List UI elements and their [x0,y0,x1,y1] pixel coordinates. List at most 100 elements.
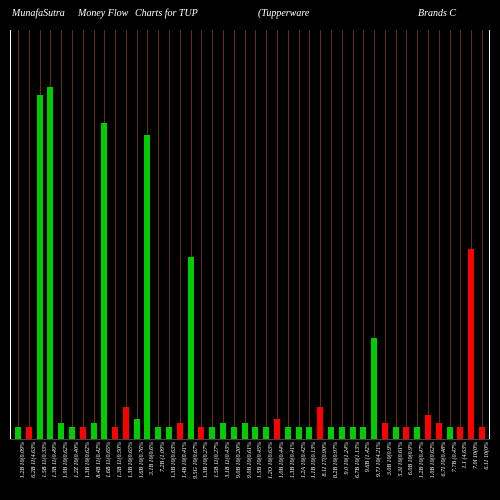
grid-line [460,30,461,439]
x-axis-label: 9.0 10(1.24% [344,442,350,475]
x-axis-label: 1.3B 11(0.49% [52,442,58,478]
bar [274,419,280,439]
bar [47,87,53,439]
x-axis-label: 8.4B 11(0.42% [96,442,102,478]
grid-line [83,30,84,439]
title-part-3: Charts for TUP [135,8,198,19]
x-axis-label: 1.3B 10(0.62% [85,442,91,478]
x-axis-label: 5.3I 10(0.61% [398,442,404,477]
bar [209,427,215,439]
x-axis-label: 1.2B 10(0.47% [419,442,425,478]
x-axis-labels: 1.2B 10(0.09%6.2B 11(4.63%1.5B 11(0.33%1… [10,440,490,500]
bar [414,427,420,439]
grid-line [363,30,364,439]
grid-line [169,30,170,439]
x-axis-label: 1.3B 10(0.63% [171,442,177,478]
x-axis-label: 9.6B (1.42% [365,442,371,472]
bar [177,423,183,439]
grid-line [94,30,95,439]
grid-line [212,30,213,439]
x-axis-label: 1.1 (4.63% [462,442,468,469]
x-axis-label: 1.3B 10(0.27% [203,442,209,478]
x-axis-label: 1.5B 11(0.27% [214,442,220,478]
bar [306,427,312,439]
x-axis-label: 1.6B 10(0.76% [139,442,145,478]
bar [123,407,129,439]
x-axis-label: 1.3B 10(0.65% [128,442,134,478]
x-axis-label: 8.1I 17(0.90% [322,442,328,477]
grid-line [180,30,181,439]
bar [328,427,334,439]
grid-line [158,30,159,439]
grid-line [353,30,354,439]
bar [403,427,409,439]
x-axis-label: 3.0B 10(0.9% [387,442,393,475]
bar [263,427,269,439]
bar [242,423,248,439]
x-axis-label: 6.2B 11(4.63% [31,442,37,478]
x-axis-label: 9.7J 10(4.21% [376,442,382,477]
grid-line [406,30,407,439]
grid-line [342,30,343,439]
title-part-5: Brands C [418,8,456,19]
x-axis-label: 9.0B 10(0.61% [247,442,253,478]
bar [252,427,258,439]
grid-line [18,30,19,439]
grid-line [137,30,138,439]
bar [360,427,366,439]
bar [231,427,237,439]
grid-line [234,30,235,439]
bar [317,407,323,439]
bar [112,427,118,439]
grid-line [277,30,278,439]
bar [382,423,388,439]
bar [166,427,172,439]
bar [198,427,204,439]
x-axis-label: 1.0B 10(0.44% [279,442,285,478]
grid-line [299,30,300,439]
x-axis-label: 1.5B 11(0.33% [42,442,48,478]
x-axis-label: 1.6B 11(0.65% [106,442,112,478]
x-axis-label: 6.0B 10(0.9% [408,442,414,475]
grid-line [385,30,386,439]
x-axis-label: 7.7B (0.47% [452,442,458,472]
grid-line [72,30,73,439]
grid-line [288,30,289,439]
grid-line [29,30,30,439]
bar [188,257,194,439]
bar [339,427,345,439]
bar [101,123,107,439]
grid-line [396,30,397,439]
bar [80,427,86,439]
grid-line [482,30,483,439]
bar [371,338,377,439]
x-axis-label: 1.3B 11(0.50% [117,442,123,478]
title-part-2: Money Flow [78,8,128,19]
bar [91,423,97,439]
bar [155,427,161,439]
bar [447,427,453,439]
grid-line [439,30,440,439]
bar [285,427,291,439]
x-axis-label: 1.2O 10(0.63% [268,442,274,479]
grid-line [61,30,62,439]
bar [220,423,226,439]
title-part-1: MunafaSutra [12,8,65,19]
x-axis-label: 1.9B 10(0.62% [63,442,69,478]
bar [144,135,150,439]
x-axis-label: 1.2Z 10(0.40% [74,442,80,478]
grid-line [255,30,256,439]
x-axis-label: 1.4B 10(0.41% [182,442,188,478]
grid-line [309,30,310,439]
bar [457,427,463,439]
x-axis-label: 1.2A 10(0.42% [301,442,307,478]
bar [37,95,43,439]
x-axis-label: 8.2B 10(0.97% [333,442,339,478]
grid-line [450,30,451,439]
chart-area [10,30,490,440]
bar [479,427,485,439]
bar [15,427,21,439]
x-axis-label: 6.7B 10(1.13% [355,442,361,478]
grid-line [428,30,429,439]
bar [425,415,431,439]
